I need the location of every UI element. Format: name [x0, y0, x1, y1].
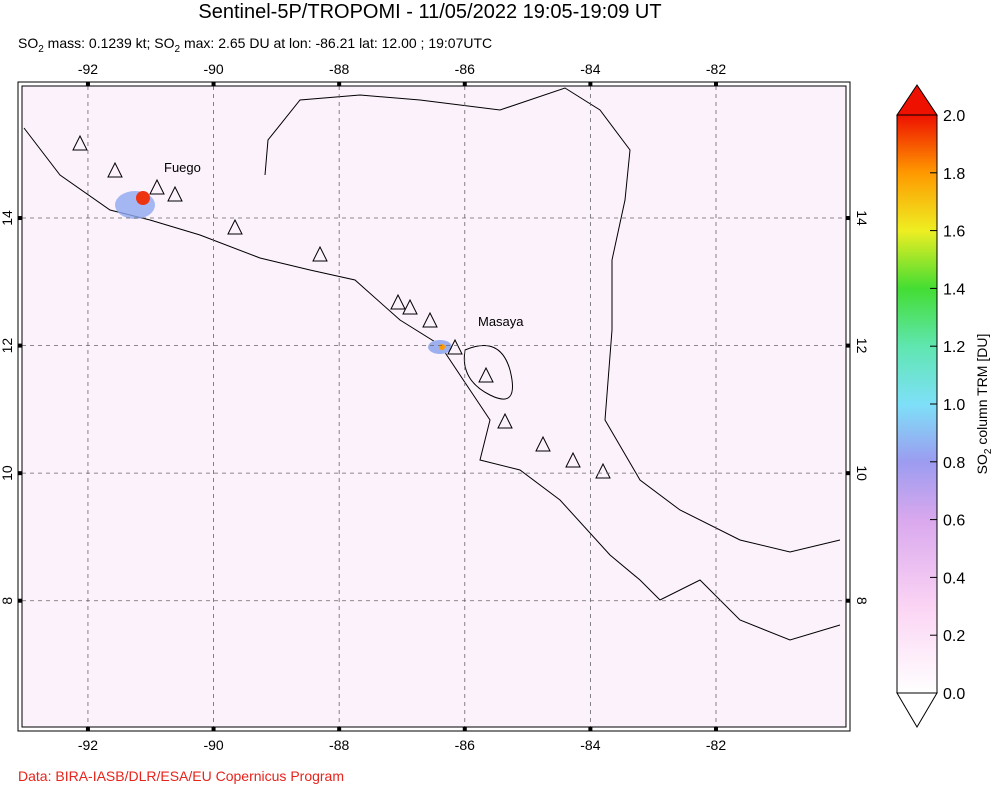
x-tick-label-bottom: -92 — [78, 737, 98, 753]
colorbar-tick-label: 1.8 — [943, 166, 965, 183]
x-tick-label-top: -88 — [329, 61, 349, 77]
subtitle-part: max: 2.65 DU at lon: -86.21 lat: 12.00 ;… — [180, 35, 492, 51]
colorbar-tick-label: 1.4 — [943, 281, 965, 298]
y-tick-label-left: 14 — [0, 210, 15, 226]
map-area: Fuego Masaya — [22, 86, 846, 727]
colorbar-label-part: SO — [974, 454, 990, 474]
x-tick-label-top: -82 — [706, 61, 726, 77]
subtitle-sub: 2 — [38, 44, 44, 55]
colorbar-extend-max — [896, 84, 938, 116]
y-tick-label-left: 8 — [0, 597, 15, 605]
subtitle-part: SO — [18, 35, 38, 51]
colorbar-tick-label: 1.2 — [943, 339, 965, 356]
volcano-markers — [72, 134, 611, 479]
map-background — [22, 86, 846, 727]
colorbar-tick-label: 2.0 — [943, 108, 965, 125]
colorbar-label: SO2 column TRM [DU] — [974, 334, 993, 475]
y-tick-label-left: 12 — [0, 338, 15, 354]
title: Sentinel-5P/TROPOMI - 11/05/2022 19:05-1… — [198, 1, 661, 23]
subtitle: SO2 mass: 0.1239 kt; SO2 max: 2.65 DU at… — [18, 35, 492, 55]
x-tick-label-bottom: -90 — [203, 737, 223, 753]
colorbar-tick-label: 0.2 — [943, 628, 965, 645]
x-tick-label-bottom: -86 — [455, 737, 475, 753]
credit: Data: BIRA-IASB/DLR/ESA/EU Copernicus Pr… — [18, 768, 344, 784]
x-tick-label-top: -86 — [455, 61, 475, 77]
colorbar-label-sub: 2 — [983, 448, 993, 454]
x-tick-label-bottom: -84 — [580, 737, 600, 753]
x-tick-label-bottom: -88 — [329, 737, 349, 753]
colorbar-tick-label: 0.0 — [943, 686, 965, 703]
y-tick-label-right: 12 — [854, 338, 870, 354]
volcano-label: Fuego — [164, 160, 201, 175]
subtitle-sub: 2 — [175, 44, 181, 55]
coastlines — [23, 87, 841, 641]
colorbar-extend-min — [896, 692, 938, 728]
x-tick-label-top: -84 — [580, 61, 600, 77]
y-tick-label-left: 10 — [0, 465, 15, 481]
y-tick-label-right: 8 — [854, 597, 870, 605]
map-frame — [21, 85, 847, 728]
colorbar-tick-label: 0.4 — [943, 570, 965, 587]
x-tick-label-top: -92 — [78, 61, 98, 77]
subtitle-part: mass: 0.1239 kt; SO — [44, 35, 175, 51]
y-tick-label-right: 14 — [854, 210, 870, 226]
colorbar-tick-label: 0.6 — [943, 513, 965, 530]
y-tick-label-right: 10 — [854, 465, 870, 481]
so2-plumes — [115, 191, 452, 354]
map-outer-frame — [17, 81, 851, 732]
colorbar-tick-label: 0.8 — [943, 455, 965, 472]
x-tick-label-bottom: -82 — [706, 737, 726, 753]
colorbar-tick-label: 1.0 — [943, 397, 965, 414]
colorbar-tick-label: 1.6 — [943, 224, 965, 241]
volcano-label: Masaya — [478, 314, 524, 329]
colorbar-label-part: column TRM [DU] — [974, 334, 990, 449]
x-tick-label-top: -90 — [203, 61, 223, 77]
